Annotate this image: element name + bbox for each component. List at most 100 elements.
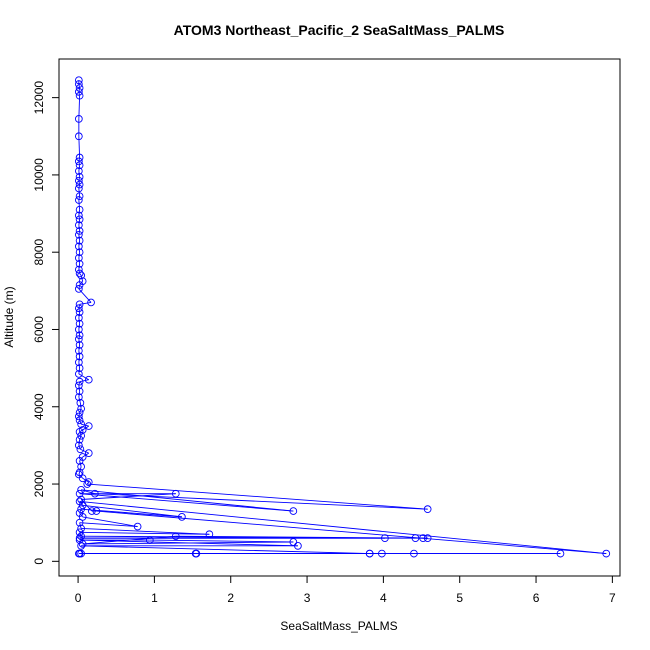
chart-title: ATOM3 Northeast_Pacific_2 SeaSaltMass_PA… (174, 22, 505, 38)
series-line-segment (79, 280, 84, 286)
data-point (75, 341, 84, 349)
data-point (77, 462, 85, 471)
data-point (75, 180, 84, 189)
data-point (419, 534, 427, 542)
series-line-segment (78, 344, 81, 351)
data-point (77, 485, 85, 494)
data-point (74, 412, 83, 421)
series-line-segment (82, 504, 182, 518)
series-line-segment (78, 339, 81, 345)
series-line-segment (79, 539, 298, 547)
data-point (75, 173, 84, 181)
x-tick-label: 1 (151, 591, 158, 605)
y-tick-label: 8000 (32, 239, 46, 266)
data-point (75, 192, 84, 201)
series-line-segment (80, 448, 89, 454)
data-point (77, 431, 85, 440)
series-line-segment (78, 252, 81, 259)
series-line-segment (79, 273, 82, 276)
data-point (75, 259, 84, 268)
x-axis: 0 1 2 3 4 5 6 7 (75, 575, 616, 605)
data-point (75, 205, 84, 214)
data-point (171, 489, 180, 498)
series-line-segment (79, 512, 84, 518)
series-line-segment (78, 474, 83, 479)
data-point (77, 505, 85, 514)
series-line-segment (81, 493, 176, 500)
data-point (84, 449, 93, 457)
series-line-segment (96, 510, 607, 555)
x-tick-label: 5 (456, 591, 463, 605)
series-line-segment (78, 391, 81, 398)
series-line-segment (78, 350, 81, 357)
data-point (74, 221, 83, 230)
data-point (75, 300, 84, 309)
series-line-segment (81, 528, 210, 535)
data-point (75, 91, 84, 100)
data-point (77, 420, 85, 428)
data-point (75, 352, 84, 361)
series-line-segment (78, 263, 81, 270)
data-point (77, 542, 85, 550)
data-point (74, 254, 83, 262)
series-line-segment (78, 323, 81, 330)
data-point (75, 536, 84, 544)
series-line-segment (94, 493, 428, 510)
data-point (289, 507, 298, 515)
data-point (171, 532, 180, 541)
data-point (74, 346, 83, 355)
series-line-segment (78, 246, 81, 253)
data-point (74, 370, 83, 378)
y-axis-title: Altitude (m) (2, 286, 16, 347)
x-tick-label: 6 (533, 591, 540, 605)
series-line-segment (81, 545, 370, 555)
series-line-segment (78, 240, 81, 247)
data-point (423, 505, 432, 514)
data-point (76, 399, 85, 407)
data-point (75, 248, 84, 257)
data-point (75, 227, 84, 235)
data-point (78, 474, 87, 483)
series-line-segment (78, 317, 81, 324)
data-point (294, 542, 302, 550)
data-point (74, 381, 83, 390)
data-point (92, 507, 101, 515)
data-point (75, 534, 84, 542)
series-line-segment (82, 516, 138, 527)
data-point (75, 377, 84, 386)
data-point (78, 501, 87, 510)
series-line-segment (78, 288, 92, 303)
data-point (75, 153, 84, 162)
data-point (75, 518, 84, 527)
series-line-segment (175, 535, 428, 539)
data-point (75, 387, 84, 396)
data-point (75, 308, 84, 316)
data-point (145, 536, 154, 544)
data-point (410, 549, 418, 558)
data-point (75, 215, 84, 224)
data-point (84, 422, 93, 430)
data-point (77, 524, 85, 533)
data-point (205, 530, 214, 539)
data-point (75, 269, 84, 278)
series-line-segment (78, 225, 81, 232)
data-point (74, 184, 83, 193)
x-axis-title: SeaSaltMass_PALMS (280, 619, 397, 633)
series-line-segment (79, 522, 138, 527)
series-line-segment (78, 368, 81, 374)
data-point (75, 281, 84, 289)
series-line-segment (78, 209, 81, 216)
series-line-segment (87, 483, 428, 510)
x-tick-label: 3 (304, 591, 311, 605)
data-point (75, 416, 84, 425)
data-point (133, 522, 142, 531)
data-point (74, 230, 83, 239)
data-point (289, 538, 298, 546)
data-point (84, 478, 93, 486)
data-point (378, 549, 386, 558)
data-point (74, 441, 83, 450)
series-line-segment (79, 402, 82, 409)
data-point (87, 507, 96, 515)
y-tick-label: 0 (32, 558, 46, 565)
